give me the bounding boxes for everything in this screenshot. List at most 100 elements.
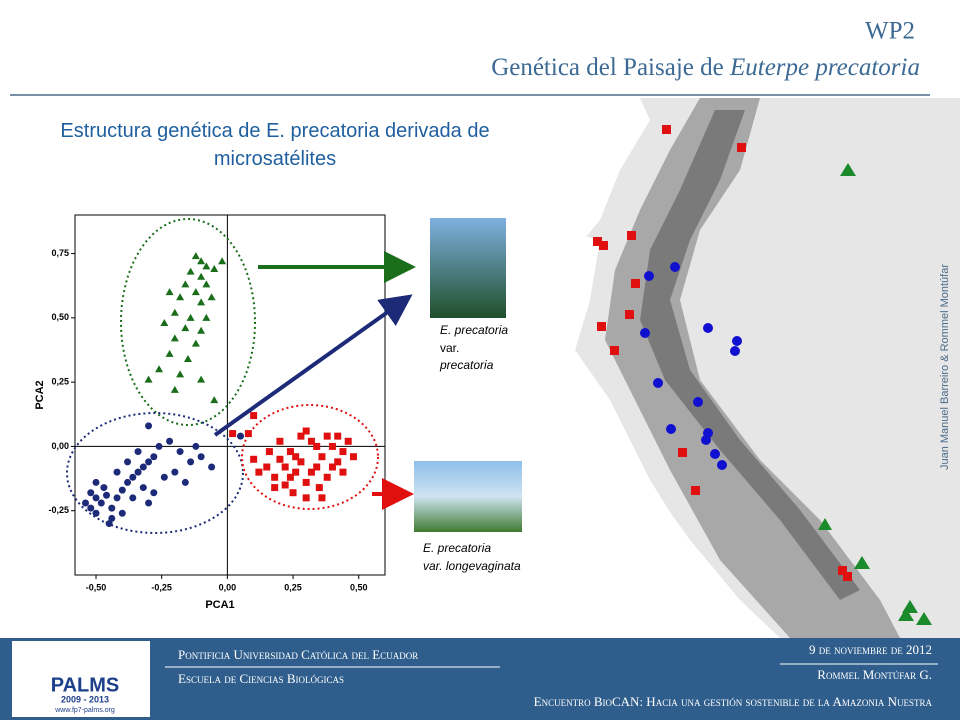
point bbox=[318, 494, 326, 502]
point bbox=[139, 484, 147, 492]
point bbox=[210, 396, 219, 404]
point bbox=[334, 458, 342, 466]
x-tick-label: 0,50 bbox=[350, 582, 368, 592]
point bbox=[191, 252, 200, 260]
logo-url: www.fp7-palms.org bbox=[54, 707, 115, 714]
point bbox=[297, 458, 305, 466]
cluster-ellipse bbox=[120, 218, 256, 426]
point bbox=[334, 432, 342, 440]
point bbox=[145, 458, 153, 466]
point bbox=[237, 432, 245, 440]
x-tick-label: -0,50 bbox=[86, 582, 107, 592]
footer-school: Escuela de Ciencias Biológicas bbox=[178, 671, 344, 686]
point bbox=[150, 453, 158, 461]
title-text: Genética del Paisaje de bbox=[491, 54, 730, 81]
point bbox=[197, 298, 206, 306]
point bbox=[170, 334, 179, 342]
point bbox=[129, 473, 137, 481]
point bbox=[197, 272, 206, 280]
point bbox=[113, 494, 121, 502]
point bbox=[108, 504, 116, 512]
arrow bbox=[213, 294, 413, 437]
point bbox=[171, 468, 179, 476]
point bbox=[176, 293, 185, 301]
map: Juan Manuel Barreiro & Rommel Montúfar bbox=[560, 98, 960, 638]
y-tick-label: 0,50 bbox=[51, 312, 69, 322]
point bbox=[339, 468, 347, 476]
point bbox=[155, 365, 164, 373]
title-species: Euterpe precatoria bbox=[729, 54, 920, 81]
point bbox=[145, 499, 153, 507]
point bbox=[286, 448, 294, 456]
photo-caption: precatoria bbox=[439, 358, 494, 372]
header-code: WP2 bbox=[865, 18, 915, 45]
point bbox=[323, 432, 331, 440]
point bbox=[160, 319, 169, 326]
point bbox=[187, 458, 195, 466]
logo-years: 2009 - 2013 bbox=[61, 694, 109, 704]
point bbox=[197, 453, 205, 461]
point bbox=[244, 430, 252, 438]
point bbox=[302, 427, 310, 435]
point bbox=[202, 262, 211, 270]
point bbox=[97, 499, 105, 507]
point bbox=[100, 484, 108, 492]
point bbox=[276, 455, 284, 463]
point bbox=[202, 280, 211, 288]
point bbox=[271, 473, 279, 481]
point bbox=[197, 375, 206, 383]
point bbox=[181, 324, 190, 332]
point bbox=[344, 437, 352, 445]
point bbox=[307, 468, 315, 476]
photo-caption: var. bbox=[440, 341, 459, 355]
point bbox=[302, 478, 310, 486]
footer bbox=[0, 638, 960, 720]
y-axis-label: PCA2 bbox=[34, 380, 46, 409]
y-tick-label: -0,25 bbox=[48, 505, 69, 515]
point bbox=[155, 442, 163, 450]
x-axis-label: PCA1 bbox=[205, 599, 234, 611]
plot-frame bbox=[74, 214, 386, 576]
footer-university: Pontificia Universidad Católica del Ecua… bbox=[178, 647, 418, 662]
point bbox=[92, 478, 100, 486]
point bbox=[145, 422, 153, 430]
point bbox=[144, 375, 153, 383]
photo bbox=[430, 218, 506, 318]
point bbox=[349, 453, 357, 461]
point bbox=[218, 257, 227, 265]
point bbox=[281, 481, 289, 489]
y-tick-label: 0,00 bbox=[51, 441, 69, 451]
point bbox=[208, 463, 216, 471]
point bbox=[263, 463, 271, 471]
point bbox=[82, 499, 90, 507]
point bbox=[289, 489, 297, 497]
point bbox=[87, 504, 95, 512]
point bbox=[113, 468, 121, 476]
subtitle: Estructura genética de E. precatoria der… bbox=[60, 120, 489, 170]
point bbox=[87, 489, 95, 497]
point bbox=[165, 349, 174, 357]
point bbox=[229, 430, 237, 438]
point bbox=[108, 514, 116, 522]
photo-caption: E. precatoria bbox=[423, 541, 491, 555]
header-title: Genética del Paisaje de Euterpe precator… bbox=[491, 54, 920, 81]
point bbox=[207, 293, 216, 301]
y-tick-label: 0,75 bbox=[51, 248, 69, 258]
point bbox=[160, 473, 168, 481]
point bbox=[292, 453, 300, 461]
point bbox=[134, 448, 142, 456]
point bbox=[92, 509, 100, 517]
point bbox=[181, 478, 189, 486]
point bbox=[186, 267, 195, 275]
point bbox=[118, 486, 126, 494]
point bbox=[271, 484, 279, 492]
point bbox=[302, 494, 310, 502]
cluster-ellipse bbox=[241, 404, 379, 510]
point bbox=[181, 280, 190, 288]
x-tick-label: -0,25 bbox=[151, 582, 172, 592]
point bbox=[150, 489, 158, 497]
point bbox=[265, 448, 273, 456]
point bbox=[191, 339, 200, 347]
point bbox=[186, 313, 195, 321]
